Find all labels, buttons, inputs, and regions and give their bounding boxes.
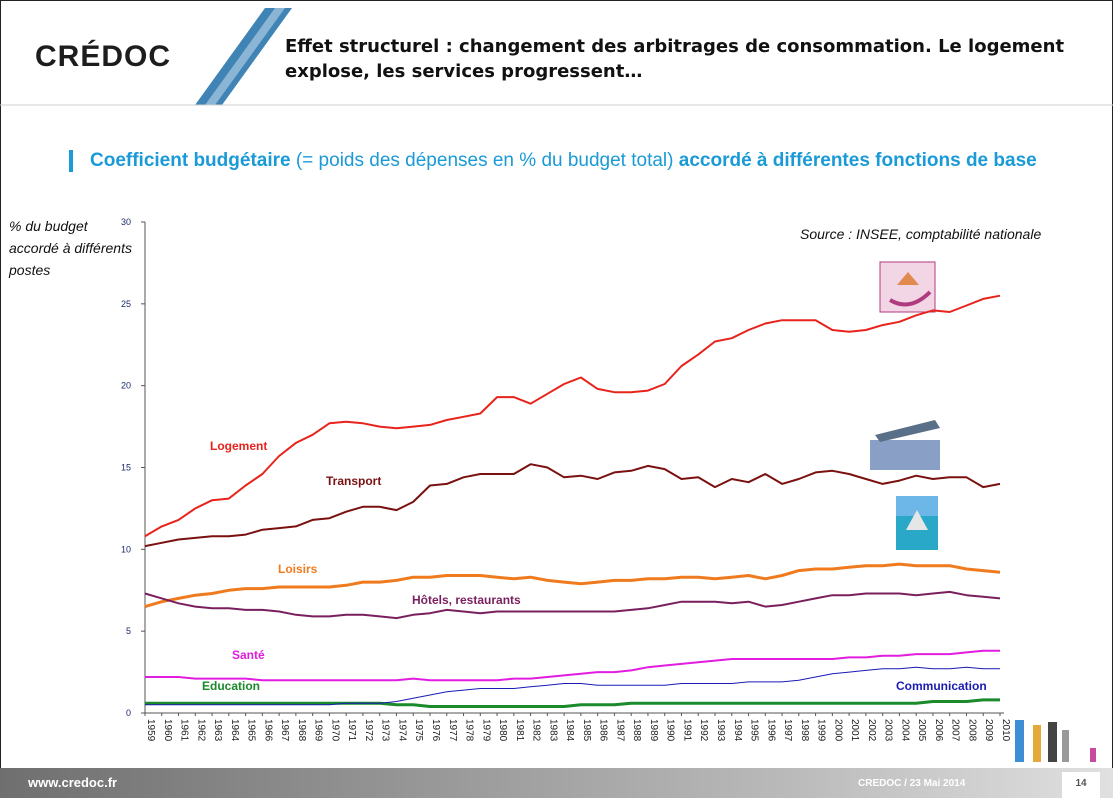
y-tick-label: 15 — [121, 463, 131, 473]
series-label: Santé — [232, 648, 265, 662]
x-tick-label: 1965 — [246, 719, 257, 742]
x-tick-label: 1972 — [363, 719, 374, 742]
x-tick-label: 1983 — [547, 719, 558, 742]
x-tick-label: 1973 — [380, 719, 391, 742]
series-line — [144, 562, 1001, 609]
x-tick-label: 2004 — [899, 719, 910, 742]
x-tick-label: 1984 — [564, 719, 575, 742]
x-tick-label: 1997 — [782, 719, 793, 742]
subtitle-bold: Coefficient budgétaire — [90, 150, 291, 171]
leisure-icon — [896, 496, 938, 550]
y-tick-label: 10 — [121, 544, 131, 554]
series-line — [145, 698, 1000, 708]
x-tick-label: 1994 — [732, 719, 743, 742]
y-axis-label: % du budget accordé à différents postes — [9, 218, 132, 278]
chart: 0 5 10 15 20 25 30 1959 1960 1961 1962 1963 1964 1965… — [121, 217, 1011, 742]
x-tick-label: 2010 — [1000, 719, 1011, 742]
page-number: 14 — [1075, 778, 1087, 789]
x-tick-label: 1989 — [648, 719, 659, 742]
x-tick-label: 2005 — [916, 719, 927, 742]
bullet — [69, 150, 73, 172]
x-tick-label: 1978 — [464, 719, 475, 742]
x-tick-label: 1996 — [765, 719, 776, 742]
x-tick-label: 2000 — [832, 719, 843, 742]
series-line — [144, 463, 1001, 548]
y-tick-label: 5 — [126, 626, 131, 636]
x-tick-label: 1971 — [346, 719, 357, 742]
x-tick-label: 2007 — [950, 719, 961, 742]
x-tick-label: 1976 — [430, 719, 441, 742]
header-stripe — [205, 8, 285, 105]
x-tick-label: 1974 — [396, 719, 407, 742]
series-line — [144, 590, 1001, 620]
x-tick-label: 1988 — [631, 719, 642, 742]
series-label: Loisirs — [278, 562, 318, 576]
x-tick-label: 1975 — [413, 719, 424, 742]
y-tick-label: 20 — [121, 381, 131, 391]
x-tick-label: 2006 — [933, 719, 944, 742]
x-tick-label: 1987 — [614, 719, 625, 742]
x-tick-label: 1966 — [262, 719, 273, 742]
x-tick-label: 1999 — [816, 719, 827, 742]
x-tick-label: 2003 — [883, 719, 894, 742]
x-tick-label: 2001 — [849, 719, 860, 742]
x-tick-label: 1964 — [229, 719, 240, 742]
footer-text: CREDOC / 23 Mai 2014 — [858, 778, 966, 789]
series-line — [144, 294, 1001, 538]
series-label: Logement — [210, 439, 267, 453]
subtitle-text: (= poids des dépenses en % du budget tot… — [295, 150, 674, 171]
subtitle: Coefficient budgétaire (= poids des dépe… — [90, 148, 1090, 173]
x-tick-label: 2008 — [966, 719, 977, 742]
x-tick-label: 1986 — [598, 719, 609, 742]
x-tick-label: 1968 — [296, 719, 307, 742]
footer-url: www.credoc.fr — [28, 775, 118, 790]
x-tick-label: 1985 — [581, 719, 592, 742]
x-tick-label: 1998 — [799, 719, 810, 742]
series-label: Education — [202, 679, 260, 693]
logo: CRÉDOC — [35, 40, 172, 73]
page-box — [1062, 772, 1100, 798]
people-icon — [1015, 720, 1096, 762]
x-tick-label: 1995 — [749, 719, 760, 742]
transport-icon — [870, 420, 940, 470]
x-tick-label: 1959 — [145, 719, 156, 742]
x-tick-label: 1970 — [329, 719, 340, 742]
series-label: Transport — [326, 474, 381, 488]
subtitle-bold: accordé à différentes fonctions de base — [678, 150, 1037, 171]
source: Source : INSEE, comptabilité nationale — [800, 226, 1042, 242]
x-tick-label: 1991 — [681, 719, 692, 742]
x-tick-label: 1967 — [279, 719, 290, 742]
x-tick-label: 2009 — [983, 719, 994, 742]
x-tick-label: 1960 — [162, 719, 173, 742]
y-tick-label: 25 — [121, 299, 131, 309]
slide-title: Effet structurel : changement des arbitr… — [285, 36, 1065, 82]
series-label: Communication — [896, 679, 987, 693]
x-tick-label: 1963 — [212, 719, 223, 742]
x-tick-label: 1982 — [531, 719, 542, 742]
x-tick-label: 1990 — [665, 719, 676, 742]
x-tick-label: 1977 — [447, 719, 458, 742]
series-line — [145, 649, 1000, 682]
y-tick-label: 30 — [121, 217, 131, 227]
x-tick-label: 1969 — [313, 719, 324, 742]
x-tick-label: 1961 — [179, 719, 190, 742]
x-tick-label: 1993 — [715, 719, 726, 742]
series-label: Hôtels, restaurants — [412, 593, 521, 607]
x-tick-label: 1979 — [480, 719, 491, 742]
series-line — [145, 666, 1000, 706]
housing-icon — [879, 261, 936, 313]
x-tick-label: 1981 — [514, 719, 525, 742]
y-tick-label: 0 — [126, 708, 131, 718]
x-tick-label: 1992 — [698, 719, 709, 742]
x-tick-label: 2002 — [866, 719, 877, 742]
x-tick-label: 1962 — [195, 719, 206, 742]
x-tick-label: 1980 — [497, 719, 508, 742]
footer-bar — [0, 768, 1113, 798]
